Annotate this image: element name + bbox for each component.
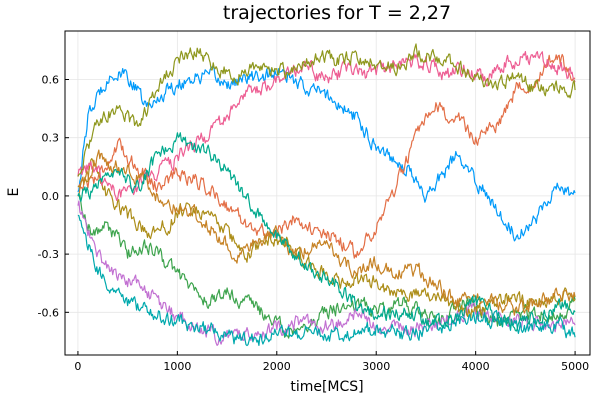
series-line-8 xyxy=(77,149,576,316)
series-lines xyxy=(77,43,576,347)
series-line-7 xyxy=(77,50,576,201)
series-line-10 xyxy=(77,43,576,177)
series-line-6 xyxy=(77,214,576,347)
y-tick-label: 0.3 xyxy=(42,132,60,145)
series-line-9 xyxy=(77,132,576,332)
x-tick-label: 1000 xyxy=(163,360,191,373)
plot-frame xyxy=(64,30,591,356)
x-tick-label: 0 xyxy=(74,360,81,373)
series-line-2 xyxy=(77,53,576,259)
x-tick-label: 4000 xyxy=(462,360,490,373)
series-line-1 xyxy=(77,65,576,242)
axis-ticks: 0 1000 2000 3000 4000 5000 -0.6 -0.3 0.0 0.3 0.6 xyxy=(38,74,590,373)
x-tick-label: 5000 xyxy=(561,360,589,373)
x-axis-label: time[MCS] xyxy=(290,379,363,395)
y-tick-label: 0.0 xyxy=(42,190,60,203)
y-axis-label: E xyxy=(6,188,22,197)
y-tick-label: 0.6 xyxy=(42,74,60,87)
chart-title: trajectories for T = 2,27 xyxy=(223,2,451,24)
y-tick-label: -0.3 xyxy=(38,248,59,261)
y-tick-label: -0.6 xyxy=(38,306,59,319)
x-tick-label: 2000 xyxy=(263,360,291,373)
x-tick-label: 3000 xyxy=(362,360,390,373)
